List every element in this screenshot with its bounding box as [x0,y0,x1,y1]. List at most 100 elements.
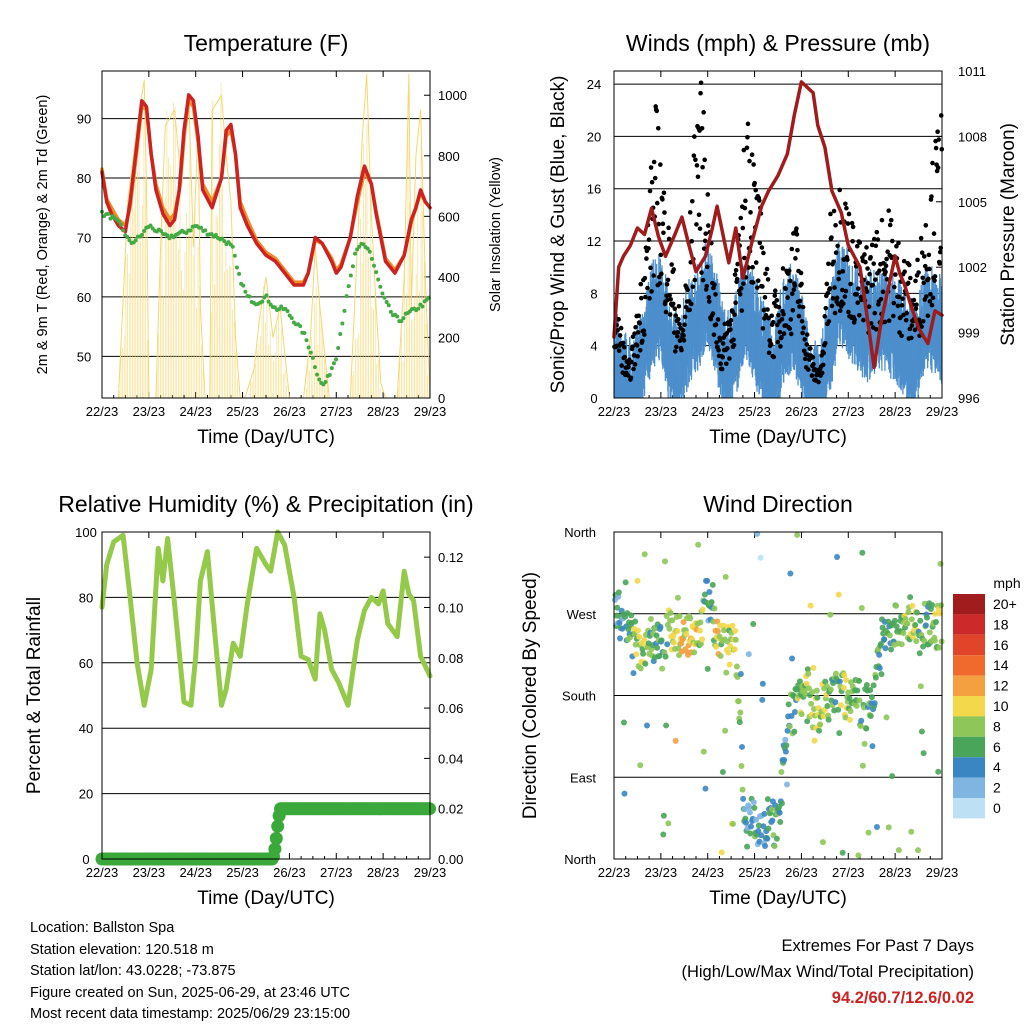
direction-point [732,636,739,643]
gust-point [687,210,693,215]
gust-point [654,200,660,206]
y2-tick-label: 1005 [958,195,987,210]
legend-swatch [953,716,985,737]
gust-point [908,275,913,281]
y2-tick-label: 800 [438,149,460,164]
direction-point [861,740,868,747]
direction-point [808,700,815,707]
gust-point [902,269,907,275]
direction-point [723,669,730,676]
gust-point [904,310,910,316]
y-axis-label: Percent & Total Rainfall [24,597,45,794]
direction-point [787,570,794,577]
dewpoint-point [420,304,425,309]
direction-point [750,621,757,628]
gust-point [871,236,877,242]
gust-point [743,198,748,204]
x-tick-label: 28/23 [879,404,912,419]
direction-point [822,678,829,685]
x-tick-label: 23/23 [133,865,166,880]
direction-point [922,622,929,629]
gust-point [766,350,772,356]
gust-point [802,337,807,342]
gust-point [658,162,663,167]
gust-point [666,236,672,242]
gust-point [719,366,725,372]
direction-point [917,617,924,624]
legend-label: 18 [993,616,1009,632]
gust-point [631,366,636,372]
gust-point [820,362,826,368]
direction-point [695,541,702,548]
gust-point [891,300,897,306]
direction-point [719,768,726,775]
direction-point [666,625,673,632]
gust-point [777,329,783,335]
gust-point [629,359,634,365]
gust-point [938,113,944,118]
direction-point [920,643,927,650]
gust-point [878,296,884,302]
gust-point [837,187,843,193]
direction-point [615,589,622,596]
gust-point [929,302,935,308]
gust-point [750,280,756,285]
gust-point [926,276,931,282]
gust-point [797,298,803,304]
chart-title: Wind Direction [703,491,853,517]
dewpoint-point [234,265,239,270]
gust-point [921,254,927,259]
gust-point [790,307,796,313]
x-tick-label: 29/23 [926,404,959,419]
gust-point [855,286,861,291]
direction-point [721,627,728,634]
extremes-subtitle: (High/Low/Max Wind/Total Precipitation) [681,963,974,981]
gust-point [916,270,921,275]
gust-point [733,267,739,273]
gust-point [907,326,913,332]
direction-point [796,678,803,685]
gust-point [702,238,708,244]
direction-point [867,712,874,719]
gust-point [635,354,640,359]
gust-point [841,301,846,306]
gust-point [732,312,737,317]
gust-point [831,208,837,214]
direction-point [699,636,706,643]
gust-point [826,319,832,324]
direction-point [805,670,812,677]
gust-point [681,333,686,338]
x-tick-label: 24/23 [179,865,212,880]
gust-point [698,90,703,96]
gust-point [895,303,901,309]
x-tick-label: 26/23 [273,865,306,880]
extremes-title: Extremes For Past 7 Days [781,937,974,955]
gust-point [692,277,698,283]
direction-point [764,835,771,842]
direction-point [839,849,846,856]
y2-tick-label: 400 [438,270,460,285]
gust-point [798,270,804,276]
gust-point [740,225,746,231]
gust-point [836,276,841,282]
series-solar [101,73,431,399]
gust-point [857,240,863,245]
gust-point [737,291,743,297]
gust-point [713,322,719,327]
direction-point [783,781,790,788]
direction-point [620,719,627,726]
dewpoint-point [357,244,362,249]
gust-point [850,224,856,230]
dewpoint-point [203,228,208,233]
direction-point [637,665,644,672]
gust-point [701,110,706,115]
direction-point [841,672,848,679]
gust-point [931,231,937,236]
dewpoint-point [159,228,164,233]
gust-point [892,284,897,290]
legend-swatch [953,655,985,676]
gust-point [632,331,637,336]
info-elevation: Station elevation: 120.518 m [30,941,214,958]
gust-point [829,303,835,309]
direction-point [791,709,798,716]
